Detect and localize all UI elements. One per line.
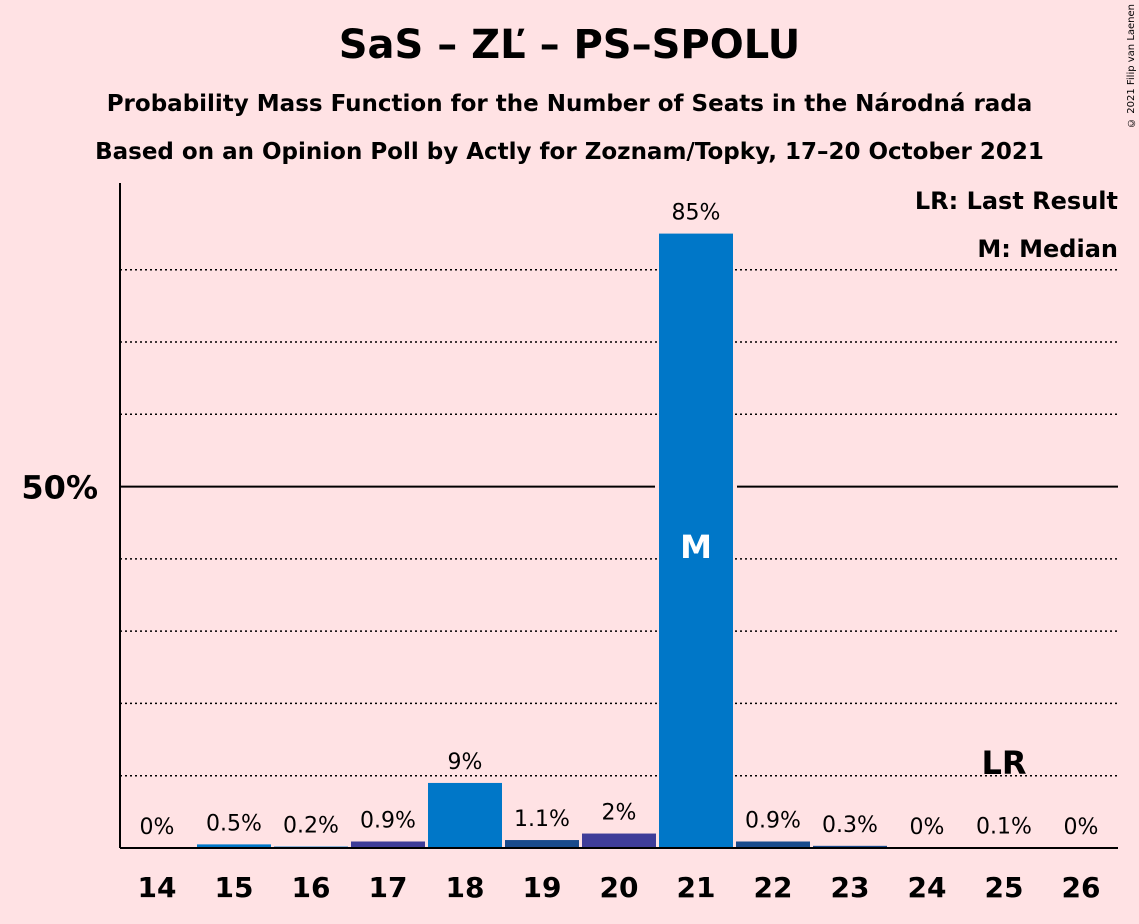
- value-label-23: 0.3%: [822, 813, 878, 838]
- bar-17: [351, 841, 425, 848]
- last-result-mark: LR: [981, 744, 1026, 782]
- x-tick-22: 22: [754, 871, 793, 904]
- x-tick-14: 14: [138, 871, 177, 904]
- x-tick-21: 21: [677, 871, 716, 904]
- value-label-20: 2%: [602, 801, 637, 826]
- bar-19: [505, 840, 579, 848]
- median-mark: M: [680, 528, 712, 566]
- value-label-18: 9%: [448, 750, 483, 775]
- legend-median: M: Median: [977, 235, 1118, 263]
- value-label-22: 0.9%: [745, 808, 801, 833]
- value-label-19: 1.1%: [514, 807, 570, 832]
- value-label-21: 85%: [672, 201, 721, 226]
- x-tick-19: 19: [523, 871, 562, 904]
- x-tick-24: 24: [908, 871, 947, 904]
- bar-23: [813, 845, 887, 848]
- value-label-24: 0%: [910, 815, 945, 840]
- bar-22: [736, 841, 810, 848]
- bar-21: [659, 233, 733, 848]
- value-label-17: 0.9%: [360, 808, 416, 833]
- chart-subtitle: Probability Mass Function for the Number…: [106, 91, 1033, 117]
- value-label-15: 0.5%: [206, 811, 262, 836]
- x-tick-16: 16: [292, 871, 331, 904]
- chart-title: SaS – ZĽ – PS–SPOLU: [338, 22, 801, 68]
- x-tick-20: 20: [600, 871, 639, 904]
- x-tick-18: 18: [446, 871, 485, 904]
- value-label-25: 0.1%: [976, 814, 1032, 839]
- bar-15: [197, 844, 271, 848]
- value-label-26: 0%: [1064, 815, 1099, 840]
- x-tick-17: 17: [369, 871, 408, 904]
- x-tick-23: 23: [831, 871, 870, 904]
- bar-18: [428, 782, 502, 848]
- legend-last-result: LR: Last Result: [915, 187, 1118, 215]
- y-tick-50: 50%: [21, 469, 98, 507]
- chart-source-line: Based on an Opinion Poll by Actly for Zo…: [95, 139, 1044, 165]
- median-bar-gap-right: [733, 484, 737, 489]
- value-label-16: 0.2%: [283, 814, 339, 839]
- value-label-14: 0%: [140, 815, 175, 840]
- median-bar-gap-left: [655, 484, 659, 489]
- bar-20: [582, 833, 656, 848]
- x-tick-26: 26: [1062, 871, 1101, 904]
- x-tick-25: 25: [985, 871, 1024, 904]
- x-tick-15: 15: [215, 871, 254, 904]
